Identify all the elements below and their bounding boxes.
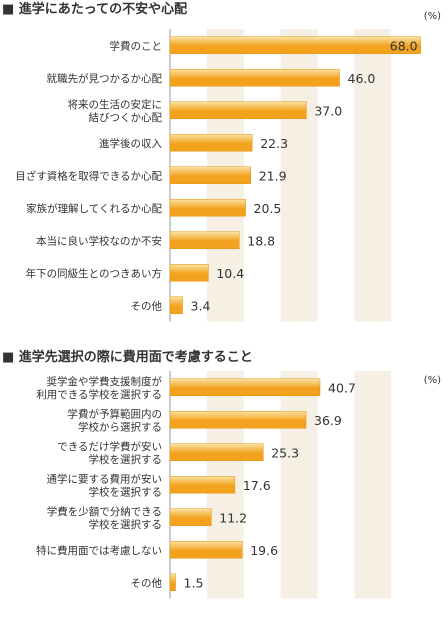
category-label: 将来の生活の安定に — [68, 98, 163, 111]
bar — [169, 166, 251, 184]
value-label: 18.8 — [247, 233, 275, 248]
value-label: 37.0 — [314, 103, 342, 118]
category-label: 本当に良い学校なのか不安 — [36, 234, 162, 247]
bar — [169, 508, 212, 526]
bar — [169, 411, 307, 429]
category-label: 学校を選択する — [89, 485, 163, 498]
grid-stripe — [280, 371, 318, 599]
bar — [169, 101, 307, 119]
value-label: 40.7 — [328, 380, 356, 395]
bar — [169, 231, 240, 249]
bar — [169, 69, 340, 87]
value-label: 21.9 — [259, 168, 287, 183]
category-label: 奨学金や学費支援制度が — [47, 375, 163, 388]
value-label: 10.4 — [216, 266, 244, 281]
value-label: 19.6 — [250, 543, 278, 558]
chart-title: ■ 進学にあたっての不安や心配 — [2, 1, 187, 17]
category-label: 目ざす資格を取得できるか心配 — [15, 169, 162, 182]
value-label: 46.0 — [348, 71, 376, 86]
category-label: 進学後の収入 — [99, 137, 162, 150]
category-label: 学校から選択する — [78, 420, 162, 433]
category-label: その他 — [131, 299, 163, 312]
category-label: 学費を少額で分納できる — [47, 505, 162, 518]
value-label: 25.3 — [271, 445, 299, 460]
value-label: 20.5 — [254, 201, 282, 216]
category-label: 学校を選択する — [89, 518, 163, 531]
bar — [169, 443, 264, 461]
value-label: 3.4 — [191, 298, 211, 313]
category-label: その他 — [131, 576, 163, 589]
bar — [169, 36, 421, 54]
bar — [169, 134, 253, 152]
value-label: 36.9 — [314, 413, 342, 428]
grid-stripe — [354, 371, 392, 599]
category-label: できるだけ学費が安い — [57, 440, 162, 453]
category-label: 家族が理解してくれるか心配 — [26, 202, 162, 215]
chart-title: ■ 進学先選択の際に費用面で考慮すること — [2, 349, 253, 365]
category-label: 特に費用面では考慮しない — [36, 544, 162, 557]
category-label: 利用できる学校を選択する — [36, 388, 162, 401]
value-label: 11.2 — [219, 510, 247, 525]
value-label: 22.3 — [260, 136, 288, 151]
category-label: 就職先が見つかるか心配 — [47, 72, 163, 85]
value-label: 17.6 — [243, 478, 271, 493]
value-label: 1.5 — [184, 575, 204, 590]
bar — [169, 199, 246, 217]
bar — [169, 573, 176, 591]
category-label: 学費が予算範囲内の — [68, 407, 163, 420]
unit-label: (%) — [424, 375, 441, 386]
category-label: 結びつくか心配 — [89, 111, 163, 124]
bar — [169, 264, 209, 282]
grid-stripe — [354, 29, 392, 322]
bar — [169, 476, 236, 494]
category-label: 年下の同級生とのつきあい方 — [26, 267, 162, 280]
category-label: 学校を選択する — [89, 453, 163, 466]
category-label: 学費のこと — [110, 39, 163, 52]
bar — [169, 296, 183, 314]
value-label: 68.0 — [390, 38, 418, 53]
bar — [169, 541, 243, 559]
category-label: 通学に要する費用が安い — [47, 472, 163, 485]
bar — [169, 378, 321, 396]
unit-label: (%) — [424, 11, 441, 22]
